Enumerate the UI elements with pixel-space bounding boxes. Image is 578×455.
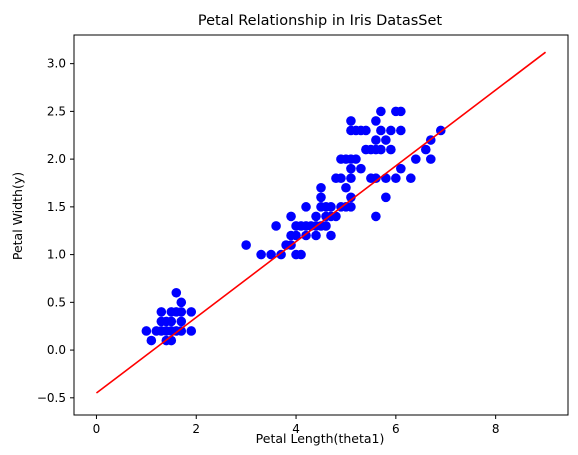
data-point <box>411 154 421 164</box>
x-tick-label: 6 <box>392 422 400 436</box>
data-point <box>371 116 381 126</box>
x-axis-label: Petal Length(theta1) <box>256 431 385 446</box>
data-point <box>266 249 276 260</box>
data-point <box>371 173 381 184</box>
data-point <box>146 335 157 346</box>
data-point <box>291 230 301 241</box>
data-point <box>156 307 167 317</box>
data-point <box>396 125 406 136</box>
data-point <box>311 211 321 222</box>
data-point <box>425 154 436 164</box>
x-tick-label: 2 <box>192 422 200 436</box>
data-point <box>321 221 331 231</box>
data-point <box>341 182 351 193</box>
data-point <box>176 326 187 336</box>
x-tick-label: 4 <box>292 422 300 436</box>
data-point <box>361 125 371 136</box>
data-point <box>381 173 391 184</box>
data-point <box>381 192 391 203</box>
data-point <box>376 106 386 117</box>
chart-title: Petal Relationship in Iris DatasSet <box>198 13 443 29</box>
y-tick-label: −0.5 <box>37 391 66 405</box>
data-point <box>176 297 187 308</box>
data-point <box>171 287 182 298</box>
y-tick-label: 2.0 <box>47 152 66 166</box>
data-point <box>316 192 326 203</box>
data-point <box>386 144 396 155</box>
data-point <box>311 230 321 241</box>
data-point <box>396 163 406 174</box>
data-point <box>256 249 266 260</box>
data-point <box>396 106 406 117</box>
data-point <box>346 173 356 184</box>
data-point <box>186 326 197 336</box>
plot-area <box>95 51 547 394</box>
data-point <box>326 202 336 212</box>
data-point <box>141 326 152 336</box>
y-tick-label: 0.5 <box>47 295 66 309</box>
data-point <box>356 163 366 174</box>
regression-line <box>95 51 547 394</box>
y-tick-label: 1.5 <box>47 200 66 214</box>
data-point <box>296 249 306 260</box>
y-tick-label: 2.5 <box>47 104 66 118</box>
data-point <box>371 211 381 222</box>
x-tick-label: 8 <box>492 422 500 436</box>
data-point <box>271 221 281 231</box>
data-point <box>346 192 356 203</box>
y-tick-label: 3.0 <box>47 57 66 71</box>
ticks: 0 2 4 6 8 −0.5 0.0 0.5 1.0 1.5 2.0 2.5 3.0 <box>37 57 500 436</box>
data-point <box>376 144 386 155</box>
data-point <box>406 173 416 184</box>
data-point <box>381 135 391 145</box>
data-point <box>241 240 251 250</box>
data-point <box>301 202 311 212</box>
data-point <box>346 202 356 212</box>
data-point <box>286 211 296 222</box>
y-tick-label: 1.0 <box>47 248 66 262</box>
data-point <box>371 135 381 145</box>
y-tick-label: 0.0 <box>47 343 66 357</box>
data-point <box>176 307 187 317</box>
data-point <box>176 316 187 327</box>
axes <box>73 34 569 416</box>
data-point <box>166 316 177 327</box>
data-point <box>351 154 361 164</box>
data-point <box>346 163 356 174</box>
plot-frame <box>73 34 569 416</box>
data-point <box>420 144 431 155</box>
data-point <box>346 116 356 126</box>
data-point <box>386 125 396 136</box>
data-point <box>186 307 197 317</box>
data-point <box>376 125 386 136</box>
data-point <box>391 173 401 184</box>
data-point <box>326 230 336 241</box>
data-point <box>276 249 286 260</box>
data-point <box>336 173 346 184</box>
data-point <box>316 182 326 193</box>
x-tick-label: 0 <box>93 422 101 436</box>
y-axis-label: Petal Width(y) <box>10 172 25 260</box>
